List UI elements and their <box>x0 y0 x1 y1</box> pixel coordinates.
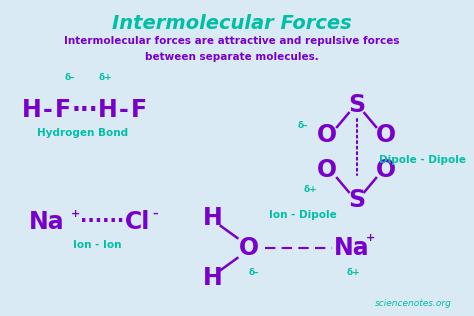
Text: S: S <box>348 188 365 212</box>
Text: O: O <box>376 158 396 182</box>
Text: δ+: δ+ <box>99 73 112 82</box>
Text: ·······: ······· <box>80 212 132 232</box>
Text: F: F <box>55 98 71 122</box>
Text: δ+: δ+ <box>304 185 318 195</box>
Text: Na: Na <box>29 210 65 234</box>
Text: Intermolecular Forces: Intermolecular Forces <box>112 14 351 33</box>
Text: H: H <box>203 206 223 230</box>
Text: S: S <box>348 93 365 117</box>
Text: Ion - Ion: Ion - Ion <box>73 240 122 250</box>
Text: –: – <box>153 209 158 219</box>
Text: O: O <box>239 236 259 260</box>
Text: δ–: δ– <box>298 120 308 130</box>
Text: O: O <box>317 158 337 182</box>
Text: F: F <box>131 98 147 122</box>
Text: -: - <box>43 98 53 122</box>
Text: Dipole - Dipole: Dipole - Dipole <box>379 155 465 165</box>
Text: Ion - Dipole: Ion - Dipole <box>269 210 337 220</box>
Text: δ–: δ– <box>249 268 259 277</box>
Text: Intermolecular forces are attractive and repulsive forces: Intermolecular forces are attractive and… <box>64 36 399 46</box>
Text: Na: Na <box>334 236 370 260</box>
Text: -: - <box>119 98 129 122</box>
Text: sciencenotes.org: sciencenotes.org <box>374 299 451 308</box>
Text: Hydrogen Bond: Hydrogen Bond <box>37 128 128 138</box>
Text: between separate molecules.: between separate molecules. <box>145 52 319 62</box>
Text: δ–: δ– <box>65 73 76 82</box>
Text: δ+: δ+ <box>347 268 361 277</box>
Text: H: H <box>98 98 118 122</box>
Text: O: O <box>376 123 396 147</box>
Text: +: + <box>366 233 375 243</box>
Text: H: H <box>21 98 41 122</box>
Text: O: O <box>317 123 337 147</box>
Text: H: H <box>203 266 223 290</box>
Text: +: + <box>71 209 81 219</box>
Text: Cl: Cl <box>125 210 150 234</box>
Text: ···: ··· <box>71 98 98 122</box>
